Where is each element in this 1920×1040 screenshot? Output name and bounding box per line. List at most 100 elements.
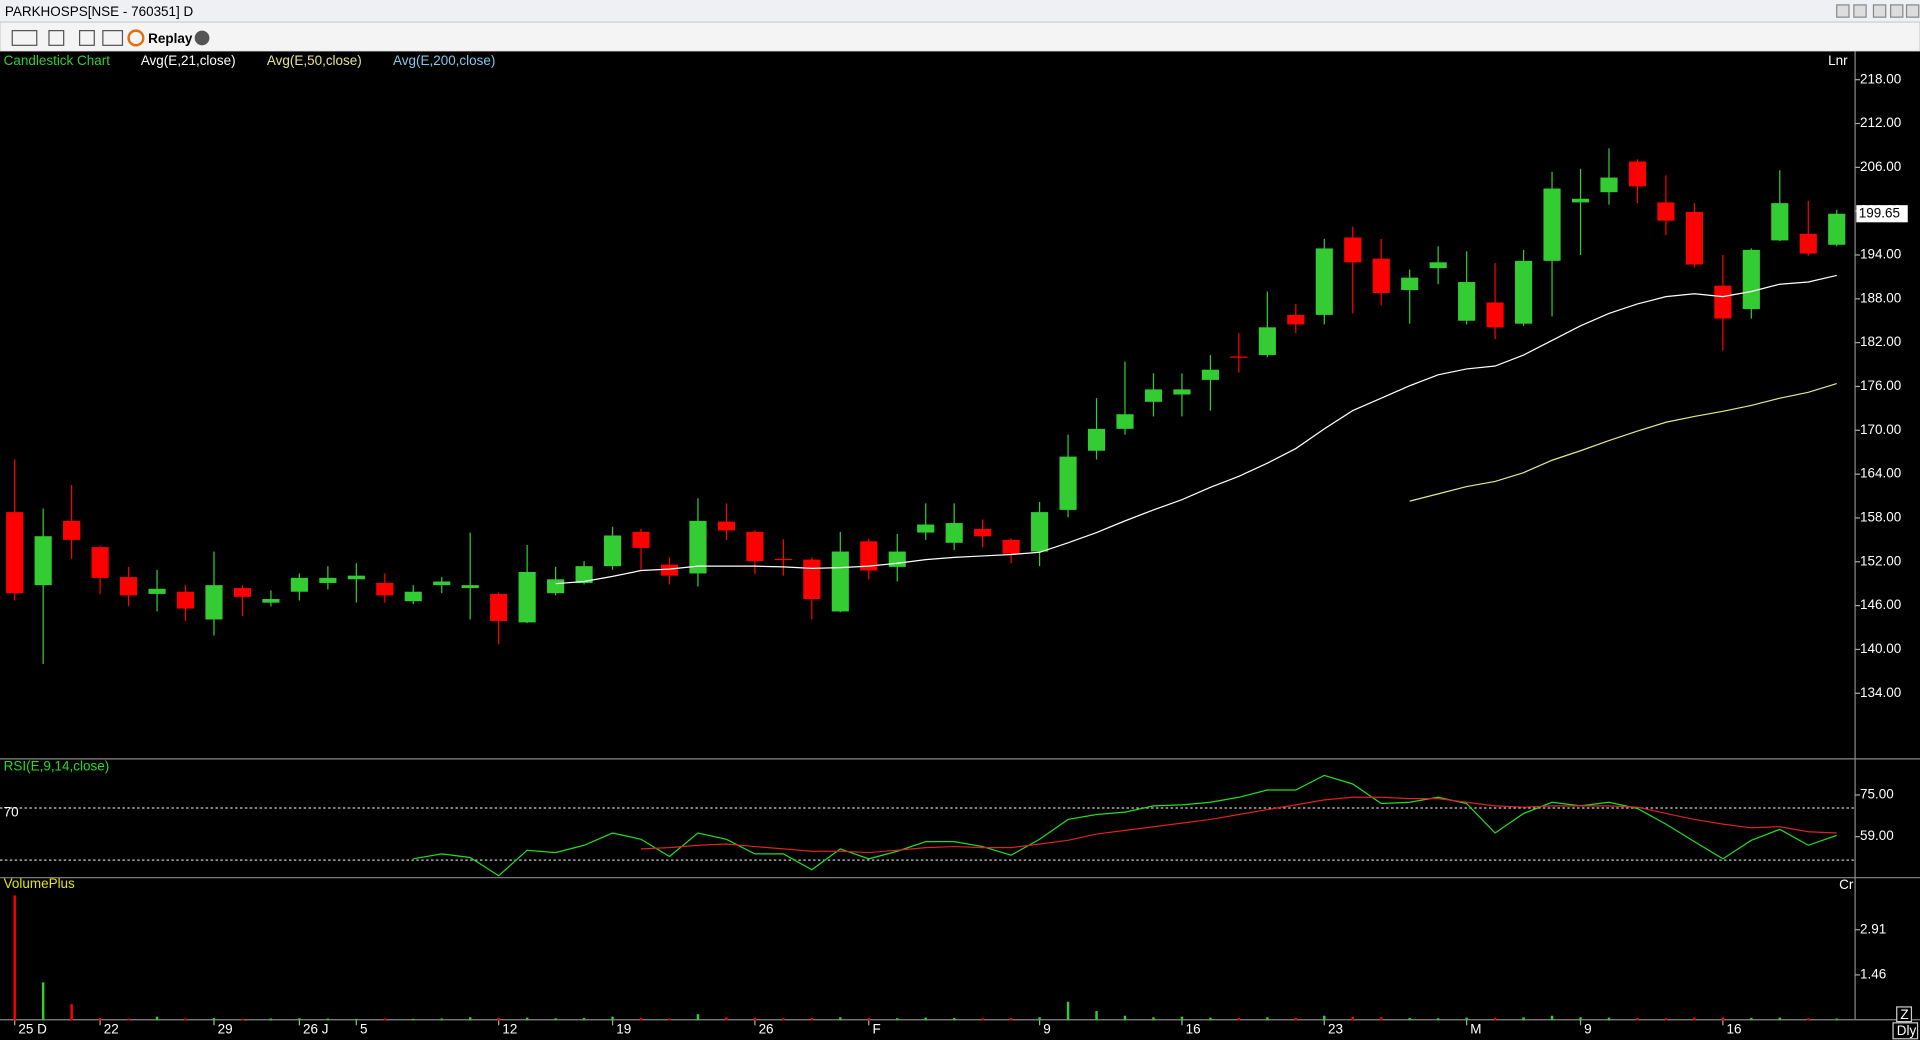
volume-bar (1436, 1018, 1440, 1021)
candle-body (1230, 356, 1248, 358)
y-tick-label: 59.00 (1860, 828, 1894, 843)
candle-body (1201, 369, 1219, 380)
volume-bar (1237, 1017, 1241, 1021)
candle-body (490, 593, 508, 621)
volume-bar (1807, 1018, 1810, 1021)
toolbar (0, 21, 1920, 53)
candle-body (1087, 428, 1106, 451)
volume-bar (127, 1018, 130, 1021)
candle-body (1685, 211, 1703, 265)
volume-bar (41, 982, 45, 1021)
volume-bar (1123, 1015, 1127, 1021)
volume-bar (1636, 1017, 1639, 1021)
y-tick-label: 206.00 (1860, 159, 1901, 174)
series-line (413, 774, 1837, 877)
settings-icon[interactable] (194, 30, 210, 46)
volume-bar (1180, 1016, 1184, 1021)
volume-bar (269, 1018, 273, 1021)
candle-body (831, 551, 849, 612)
y-tick-label: 218.00 (1860, 71, 1901, 86)
volume-bar (326, 1018, 330, 1021)
legend-entry: Avg(E,200,close) (393, 53, 495, 68)
x-tick-label: 16 (1186, 1022, 1201, 1037)
candle-body (1600, 177, 1618, 193)
volume-bar (98, 1017, 102, 1021)
y-tick-label: 212.00 (1860, 115, 1901, 130)
candle-body (290, 577, 308, 592)
volume-bar (952, 1017, 956, 1021)
volume-bar (1266, 1017, 1269, 1021)
volume-bar (241, 1018, 244, 1021)
search-button[interactable] (1836, 4, 1850, 18)
volume-bar (1835, 1018, 1838, 1021)
candle-body (689, 520, 707, 574)
last-price-label: 199.65 (1859, 205, 1900, 220)
indicator-tool[interactable] (102, 30, 124, 46)
minimize-button[interactable] (1872, 4, 1887, 18)
replay-button[interactable]: Replay (148, 31, 193, 46)
candle-body (603, 535, 622, 567)
delete-tool[interactable] (78, 30, 95, 46)
volume-bar (440, 1018, 443, 1021)
period-button[interactable] (1892, 1022, 1919, 1040)
candle-body (917, 524, 935, 533)
volume-bar (696, 1014, 700, 1021)
y-tick-label: 75.00 (1860, 787, 1894, 802)
volume-bar (582, 1017, 586, 1021)
volume-bar (639, 1017, 643, 1021)
candle-body (1628, 161, 1647, 187)
candle-body (347, 575, 365, 580)
x-tick-label: 23 (1328, 1022, 1343, 1037)
chart-area (0, 51, 1920, 1040)
volume-bar (1579, 1017, 1582, 1021)
y-tick-label: 158.00 (1860, 510, 1901, 525)
volume-bar (1038, 1017, 1041, 1021)
legend-entry: Avg(E,50,close) (267, 53, 362, 68)
candle-body (1828, 213, 1846, 245)
chart-title: VolumePlus (4, 876, 75, 891)
candle-body (1031, 512, 1049, 552)
candle-body (1714, 285, 1732, 319)
candle-body (1401, 277, 1419, 291)
candle-body (1458, 282, 1476, 321)
candle-body (148, 588, 166, 594)
volume-bar (1152, 1017, 1155, 1021)
x-tick-label: 26 J (303, 1022, 328, 1037)
volume-bar (1664, 1018, 1668, 1021)
candle-body (34, 536, 52, 586)
legend-entry: Avg(E,21,close) (141, 53, 236, 68)
candle-body (1571, 198, 1590, 203)
volume-bar (1095, 1011, 1098, 1021)
volume-bar (1607, 1017, 1611, 1021)
volume-bar (1209, 1017, 1212, 1021)
volume-bar (782, 1018, 785, 1021)
volume-bar (753, 1017, 757, 1021)
volume-bar (896, 1018, 899, 1021)
volume-bar (810, 1017, 814, 1021)
x-tick-label: 9 (1584, 1022, 1591, 1037)
maximize-button[interactable] (1890, 4, 1904, 18)
close-button[interactable] (1905, 4, 1920, 18)
volume-bar (525, 1017, 529, 1021)
zoom-label: Z (1900, 1007, 1908, 1022)
volume-bar (383, 1018, 387, 1021)
volume-bar (668, 1018, 671, 1021)
x-tick-label: 9 (1043, 1022, 1050, 1037)
zoom-button[interactable] (1896, 1006, 1913, 1023)
draw-tool[interactable] (11, 30, 38, 46)
volume-bar (1351, 1016, 1354, 1021)
candle-body (1144, 389, 1163, 402)
volume-bar (1294, 1017, 1298, 1021)
window-controls (1836, 4, 1920, 18)
cursor-tool[interactable] (48, 30, 65, 46)
x-tick-label: 5 (360, 1022, 367, 1037)
series-line (555, 274, 1837, 585)
volume-bar (184, 1018, 187, 1021)
replay-icon[interactable] (127, 29, 145, 47)
x-tick-label: 26 (759, 1022, 774, 1037)
print-button[interactable] (1853, 4, 1867, 18)
reference-label: 70 (4, 804, 19, 819)
volume-bar (981, 1018, 984, 1021)
candle-body (404, 591, 422, 602)
